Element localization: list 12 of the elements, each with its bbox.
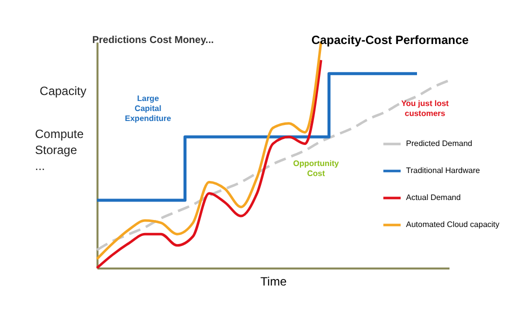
text: Compute Storage ... bbox=[35, 127, 84, 173]
legend-label: Actual Demand bbox=[406, 193, 461, 202]
text: Capacity bbox=[40, 84, 86, 98]
legend-label: Predicted Demand bbox=[406, 139, 472, 148]
legend-label: Traditional Hardware bbox=[406, 166, 481, 175]
annotation: You just lost customers bbox=[401, 99, 450, 118]
x-axis-title: Time bbox=[260, 274, 287, 288]
chart-title: Capacity-Cost Performance bbox=[311, 33, 470, 47]
legend-label: Automated Cloud capacity bbox=[406, 220, 500, 229]
annotation: Opportunity Cost bbox=[293, 159, 340, 178]
y-axis-title: Predictions Cost Money... bbox=[92, 35, 214, 46]
annotation: Large Capital Expenditure bbox=[124, 94, 172, 123]
